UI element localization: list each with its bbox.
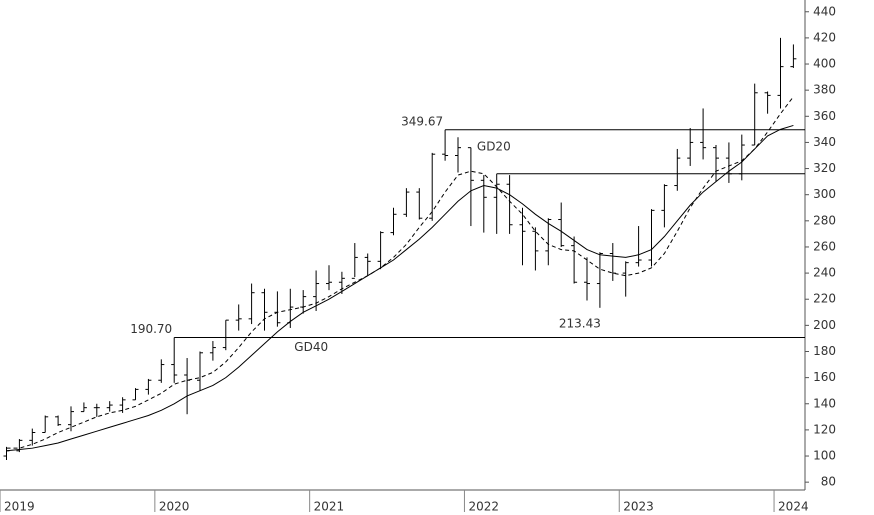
x-tick-label: 2020 (159, 500, 190, 514)
y-tick-label: 200 (813, 318, 836, 332)
y-tick-label: 220 (813, 292, 836, 306)
y-tick-label: 120 (813, 422, 836, 436)
level-label: 190.70 (130, 322, 172, 336)
y-tick-label: 300 (813, 187, 836, 201)
y-tick-label: 260 (813, 239, 836, 253)
y-tick-label: 400 (813, 57, 836, 71)
x-tick-label: 2021 (314, 500, 345, 514)
y-tick-label: 80 (821, 475, 836, 489)
y-tick-label: 320 (813, 161, 836, 175)
y-tick-label: 140 (813, 396, 836, 410)
moving-average (6, 124, 794, 452)
y-tick-label: 440 (813, 4, 836, 18)
y-tick-label: 420 (813, 30, 836, 44)
x-tick-label: 2019 (4, 500, 35, 514)
y-tick-label: 100 (813, 449, 836, 463)
level-label: 349.67 (401, 114, 443, 128)
y-tick-label: 240 (813, 266, 836, 280)
y-tick-label: 280 (813, 213, 836, 227)
x-tick-label: 2024 (778, 500, 809, 514)
y-tick-label: 160 (813, 370, 836, 384)
y-tick-label: 180 (813, 344, 836, 358)
series-label: GD20 (477, 140, 511, 154)
y-tick-label: 340 (813, 135, 836, 149)
y-tick-label: 360 (813, 109, 836, 123)
series-label: GD40 (294, 340, 328, 354)
low-label: 213.43 (559, 316, 601, 330)
moving-average (6, 96, 794, 449)
x-tick-label: 2023 (623, 500, 654, 514)
x-tick-label: 2022 (468, 500, 499, 514)
y-tick-label: 380 (813, 83, 836, 97)
